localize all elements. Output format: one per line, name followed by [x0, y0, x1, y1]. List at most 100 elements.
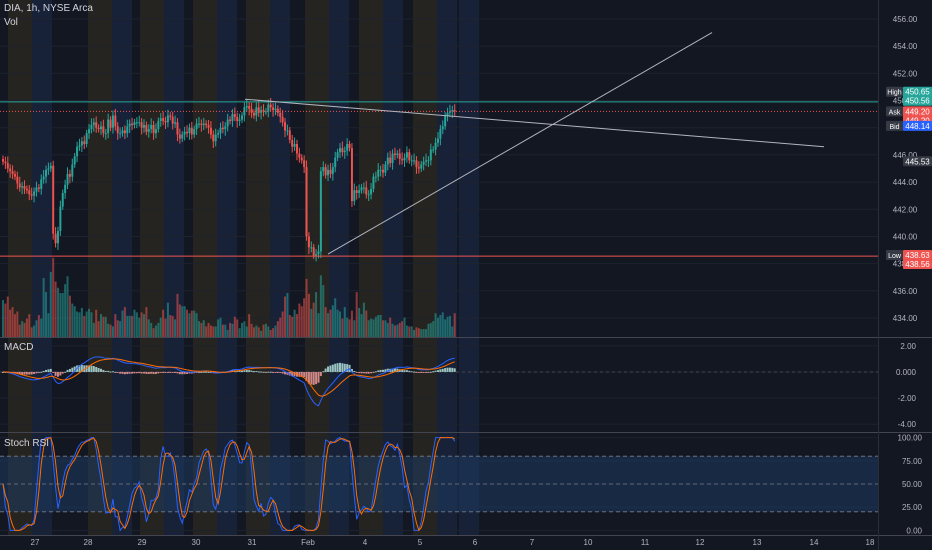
macd-histogram-bar: [434, 370, 437, 372]
candle-body: [102, 126, 105, 134]
session-band-europe: [305, 0, 329, 535]
candle-body: [384, 164, 387, 173]
volume-bar: [119, 321, 122, 337]
volume-bar: [76, 311, 79, 337]
macd-histogram-bar: [365, 371, 368, 374]
volume-bar: [197, 321, 200, 337]
symbol-title[interactable]: DIA, 1h, NYSE Arca: [4, 3, 93, 14]
volume-bar: [386, 322, 389, 337]
macd-histogram-bar: [293, 371, 296, 377]
candle-body: [107, 119, 110, 134]
candle-body: [396, 153, 399, 155]
stoch-tick-label: 50.00: [902, 480, 923, 489]
macd-histogram-bar: [183, 371, 186, 375]
macd-histogram-bar: [178, 371, 181, 375]
stoch-k-line: [2, 437, 456, 532]
candle-body: [16, 176, 19, 184]
session-band-europe: [8, 0, 32, 535]
stoch-tick-label: 100.00: [898, 434, 923, 443]
macd-histogram-bar: [195, 371, 198, 373]
stoch-band: [0, 456, 878, 512]
time-tick-label: 4: [363, 538, 368, 547]
macd-title[interactable]: MACD: [4, 342, 34, 353]
macd-histogram-bar: [188, 371, 191, 374]
candle-body: [410, 160, 413, 162]
macd-histogram-bar: [71, 367, 74, 372]
volume-bar: [432, 321, 435, 337]
price-label-low: [903, 250, 932, 261]
candle-body: [281, 116, 284, 123]
candle-body: [391, 153, 394, 164]
price-tag-high: [886, 86, 903, 97]
candle-body: [303, 160, 306, 168]
volume-bar: [336, 309, 339, 337]
macd-histogram-bar: [334, 363, 337, 372]
candle-body: [205, 123, 208, 126]
macd-histogram-bar: [176, 371, 179, 374]
macd-histogram-bar: [353, 370, 356, 372]
candle-body: [169, 115, 172, 117]
session-band-europe: [193, 0, 217, 535]
candle-body: [365, 187, 368, 195]
macd-histogram-bar: [30, 371, 33, 375]
candle-body: [78, 145, 81, 147]
candle-body: [432, 149, 435, 151]
volume-bar: [45, 292, 48, 337]
candle-body: [119, 133, 122, 135]
candle-body: [224, 126, 227, 130]
macd-histogram-bar: [150, 371, 153, 374]
candle-body: [272, 107, 275, 111]
volume-bar: [286, 293, 289, 337]
macd-histogram-bar: [140, 371, 143, 374]
macd-histogram-bar: [341, 363, 344, 372]
ascending-trendline: [327, 32, 713, 255]
macd-histogram-bar: [47, 369, 50, 372]
volume-bar: [420, 329, 423, 337]
price-label-ask-value: 449.20: [905, 107, 930, 116]
candle-body: [190, 127, 193, 135]
candle-body: [413, 160, 416, 162]
macd-histogram-bar: [260, 371, 263, 373]
volume-bar: [262, 324, 265, 337]
candle-body: [382, 169, 385, 173]
volume-bar: [250, 323, 253, 337]
candle-body: [353, 190, 356, 202]
macd-histogram-bar: [154, 371, 157, 374]
candle-body: [403, 157, 406, 161]
volume-bar: [410, 326, 413, 337]
stoch-rsi-title[interactable]: Stoch RSI: [4, 438, 50, 449]
volume-bar: [329, 309, 332, 337]
candle-body: [123, 130, 126, 134]
macd-histogram-bar: [104, 370, 107, 372]
macd-histogram-bar: [372, 371, 375, 373]
volume-bar: [312, 302, 315, 337]
volume-bar: [143, 314, 146, 337]
session-band-europe: [413, 0, 437, 535]
candle-body: [18, 183, 21, 188]
volume-bar: [6, 296, 9, 337]
volume-bar: [202, 320, 205, 337]
macd-histogram-bar: [367, 371, 370, 374]
volume-bar: [73, 306, 76, 337]
candle-body: [25, 188, 28, 191]
candle-body: [37, 187, 40, 189]
candle-body: [4, 161, 7, 164]
volume-bar: [367, 320, 370, 337]
candle-body: [233, 114, 236, 117]
candle-body: [238, 119, 241, 121]
volume-bar: [90, 312, 93, 337]
candle-body: [35, 187, 38, 192]
macd-histogram-bar: [78, 365, 81, 372]
macd-histogram-bar: [305, 371, 308, 382]
candle-body: [131, 123, 134, 126]
volume-bar: [429, 322, 432, 337]
time-tick-label: 27: [31, 538, 40, 547]
candle-body: [243, 107, 246, 116]
volume-bar: [214, 326, 217, 337]
macd-histogram-bar: [343, 363, 346, 372]
candle-body: [288, 130, 291, 140]
candle-body: [348, 144, 351, 149]
macd-histogram-bar: [429, 371, 432, 373]
candle-body: [9, 168, 12, 172]
